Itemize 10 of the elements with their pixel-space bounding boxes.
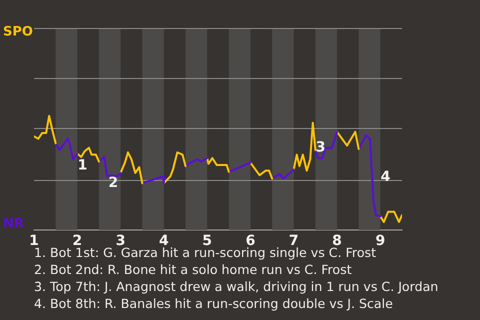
text: 3. Top 7th: J. Anagnost drew a walk, driving in 1 run vs C. Jordan <box>34 278 438 295</box>
text: 4. Bot 8th: R. Banales hit a run-scoring double vs J. Scale <box>34 295 394 312</box>
text: SPO <box>3 24 33 40</box>
annotation: 2 <box>108 174 118 191</box>
annotation: 1 <box>78 158 88 174</box>
annotation: 3 <box>316 139 326 156</box>
text: NR <box>3 216 24 232</box>
x-tick-label: 9 <box>375 233 386 250</box>
annotation: 4 <box>380 169 391 186</box>
text: 2. Bot 2nd: R. Bone hit a solo home run vs C. Frost <box>34 261 353 278</box>
